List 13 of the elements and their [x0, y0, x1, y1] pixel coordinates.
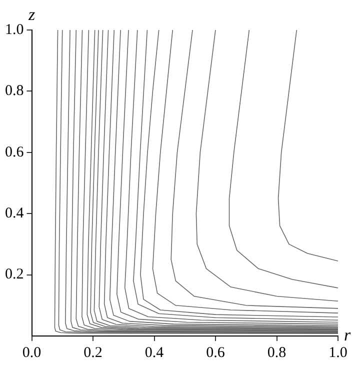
y-tick-label: 0.8 — [5, 83, 24, 100]
x-tick-label: 0.8 — [267, 344, 286, 361]
x-tick-label: 0.2 — [84, 344, 102, 361]
x-tick-label: 0.0 — [22, 344, 42, 361]
y-tick-label: 0.6 — [5, 144, 24, 160]
y-tick-label: 1.0 — [5, 22, 24, 38]
y-axis-title: z — [27, 4, 36, 24]
x-tick-label: 0.4 — [144, 344, 164, 361]
y-tick-label: 0.2 — [5, 266, 24, 283]
x-tick-label: 0.6 — [206, 344, 226, 361]
y-tick-label: 0.4 — [5, 206, 24, 222]
x-tick-label: 1.0 — [328, 344, 348, 361]
x-axis-title: r — [344, 325, 351, 344]
